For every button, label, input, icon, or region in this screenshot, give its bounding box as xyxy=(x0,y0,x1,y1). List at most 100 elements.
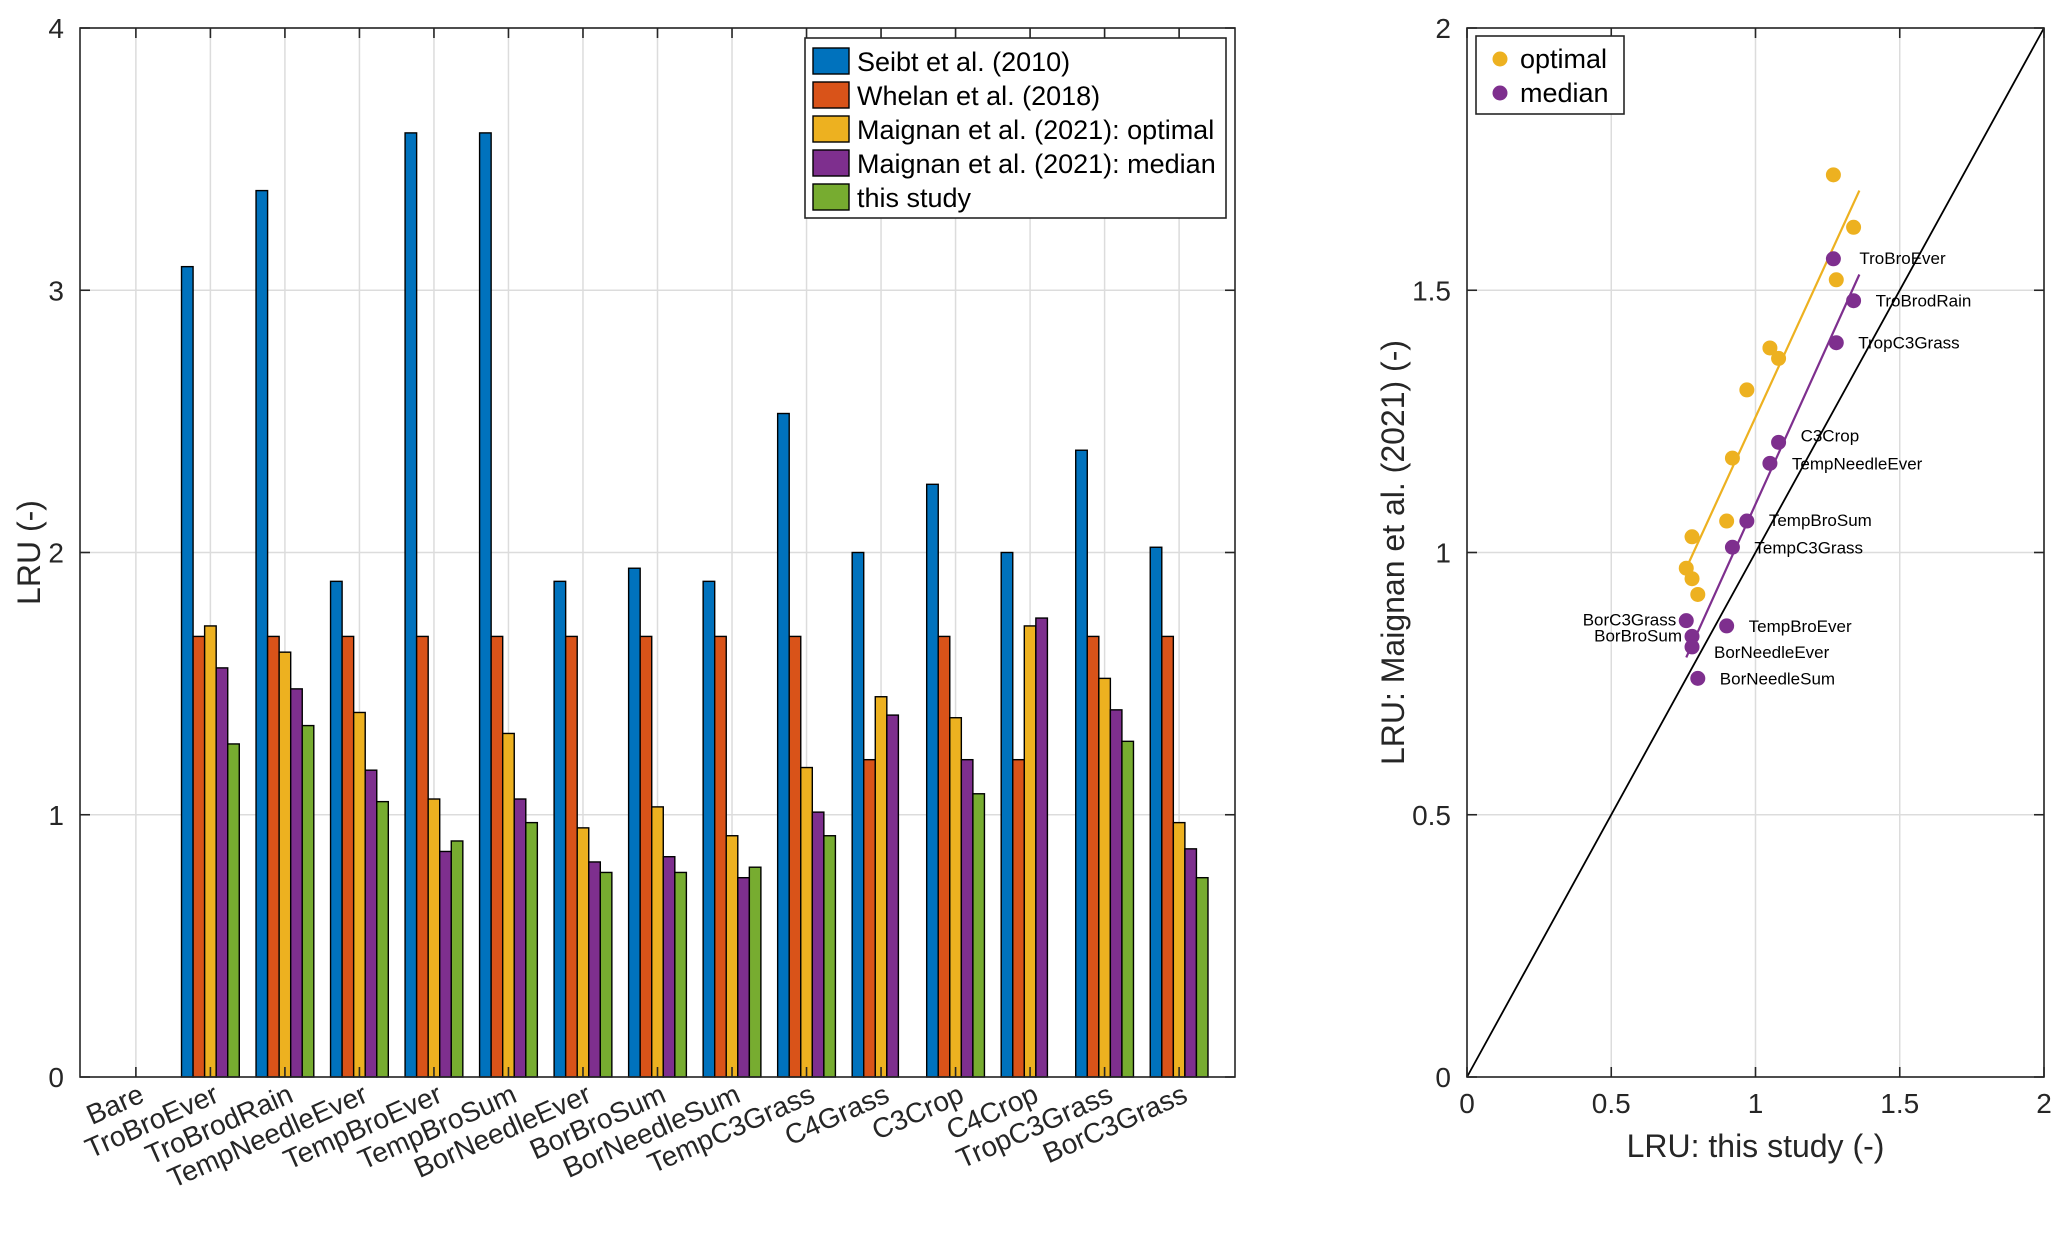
legend-entry-label: median xyxy=(1520,78,1609,108)
y-tick-label: 3 xyxy=(48,275,64,306)
y-tick-label: 4 xyxy=(48,13,64,44)
bar xyxy=(564,635,578,1078)
legend-entry-label: optimal xyxy=(1520,44,1607,74)
scatter-point-optimal xyxy=(1846,219,1862,235)
bar xyxy=(415,635,429,1078)
bar xyxy=(1109,709,1123,1078)
bar xyxy=(255,189,269,1078)
bar xyxy=(588,861,602,1078)
bar xyxy=(289,688,303,1078)
bar xyxy=(925,483,939,1078)
bar xyxy=(1161,635,1175,1078)
scatter-point-optimal xyxy=(1690,586,1706,602)
bar xyxy=(937,635,951,1078)
legend-entry-label: Maignan et al. (2021): optimal xyxy=(857,115,1214,145)
bar-chart-panel: 01234BareTroBroEverTroBrodRainTempNeedle… xyxy=(11,13,1236,1194)
point-label: BorNeedleSum xyxy=(1720,669,1835,688)
bar xyxy=(439,850,452,1078)
bar xyxy=(576,827,590,1078)
y-tick-label: 1.5 xyxy=(1412,275,1451,306)
x-tick-label: 1.5 xyxy=(1880,1088,1919,1119)
scatter-point-median xyxy=(1724,539,1740,555)
bar xyxy=(863,758,876,1078)
bar xyxy=(599,871,613,1078)
bar xyxy=(341,635,355,1078)
bar xyxy=(1098,677,1112,1078)
bar xyxy=(972,793,986,1078)
y-tick-label: 2 xyxy=(1435,13,1451,44)
bar xyxy=(266,635,280,1078)
scatter-point-optimal xyxy=(1825,167,1841,183)
bar xyxy=(788,635,802,1078)
point-label: TempNeedleEver xyxy=(1792,454,1923,473)
bar xyxy=(376,800,390,1078)
bar xyxy=(352,711,366,1078)
scatter-point-optimal xyxy=(1828,272,1844,288)
bar xyxy=(525,821,539,1078)
legend-marker xyxy=(1492,85,1508,101)
bar xyxy=(823,835,837,1078)
legend-entry-label: Seibt et al. (2010) xyxy=(857,47,1070,77)
bar xyxy=(478,132,492,1078)
x-tick-label: 0.5 xyxy=(1592,1088,1631,1119)
bar xyxy=(713,635,727,1078)
legend-entry-label: Maignan et al. (2021): median xyxy=(857,149,1216,179)
scatter-point-optimal xyxy=(1739,382,1755,398)
bar xyxy=(748,866,762,1078)
legend-swatch xyxy=(812,149,850,177)
bar xyxy=(215,667,229,1078)
legend-swatch xyxy=(812,115,850,143)
scatter-point-median xyxy=(1739,513,1755,529)
scatter-point-median xyxy=(1771,434,1787,450)
bar xyxy=(450,840,464,1078)
legend-entry-label: Whelan et al. (2018) xyxy=(857,81,1100,111)
bar xyxy=(180,265,194,1078)
scatter-point-optimal xyxy=(1684,571,1700,587)
y-axis-label: LRU (-) xyxy=(11,500,47,605)
y-tick-label: 2 xyxy=(48,538,64,569)
bar xyxy=(501,732,515,1078)
one-to-one-line xyxy=(1466,27,2045,1078)
bar xyxy=(874,696,888,1078)
bar xyxy=(1023,625,1037,1078)
legend-box xyxy=(1475,35,1625,115)
scatter-point-median xyxy=(1828,335,1844,351)
bar xyxy=(639,635,653,1078)
bar xyxy=(490,635,504,1078)
bar xyxy=(1075,449,1088,1078)
point-label: BorNeedleEver xyxy=(1714,643,1830,662)
bar xyxy=(674,871,688,1078)
x-tick-label: 0 xyxy=(1459,1088,1475,1119)
bar xyxy=(203,625,217,1078)
bar xyxy=(737,876,751,1078)
x-tick-label: 2 xyxy=(2036,1088,2052,1119)
y-tick-label: 0.5 xyxy=(1412,800,1451,831)
y-tick-label: 0 xyxy=(1435,1062,1451,1093)
bar xyxy=(513,798,527,1078)
scatter-point-optimal xyxy=(1724,450,1740,466)
bar xyxy=(960,758,974,1078)
point-label: BorC3Grass xyxy=(1583,611,1677,630)
bar xyxy=(800,766,814,1078)
bar xyxy=(662,856,676,1078)
bar xyxy=(404,132,418,1078)
bar xyxy=(227,743,240,1078)
bar xyxy=(1184,848,1198,1078)
legend-marker xyxy=(1492,51,1508,67)
bar xyxy=(364,769,378,1078)
point-label: TempC3Grass xyxy=(1754,538,1863,557)
point-label: TropC3Grass xyxy=(1858,334,1959,353)
bar xyxy=(427,798,441,1078)
bar xyxy=(1000,551,1014,1078)
scatter-point-median xyxy=(1684,628,1700,644)
scatter-point-median xyxy=(1825,251,1841,267)
y-axis-label: LRU: Maignan et al. (2021) (-) xyxy=(1375,340,1411,765)
y-tick-label: 0 xyxy=(48,1062,64,1093)
bar xyxy=(1172,821,1186,1078)
bar xyxy=(1086,635,1100,1078)
scatter-point-median xyxy=(1690,670,1706,686)
bar xyxy=(651,806,664,1078)
legend-swatch xyxy=(812,47,850,75)
scatter-point-median xyxy=(1846,293,1862,309)
